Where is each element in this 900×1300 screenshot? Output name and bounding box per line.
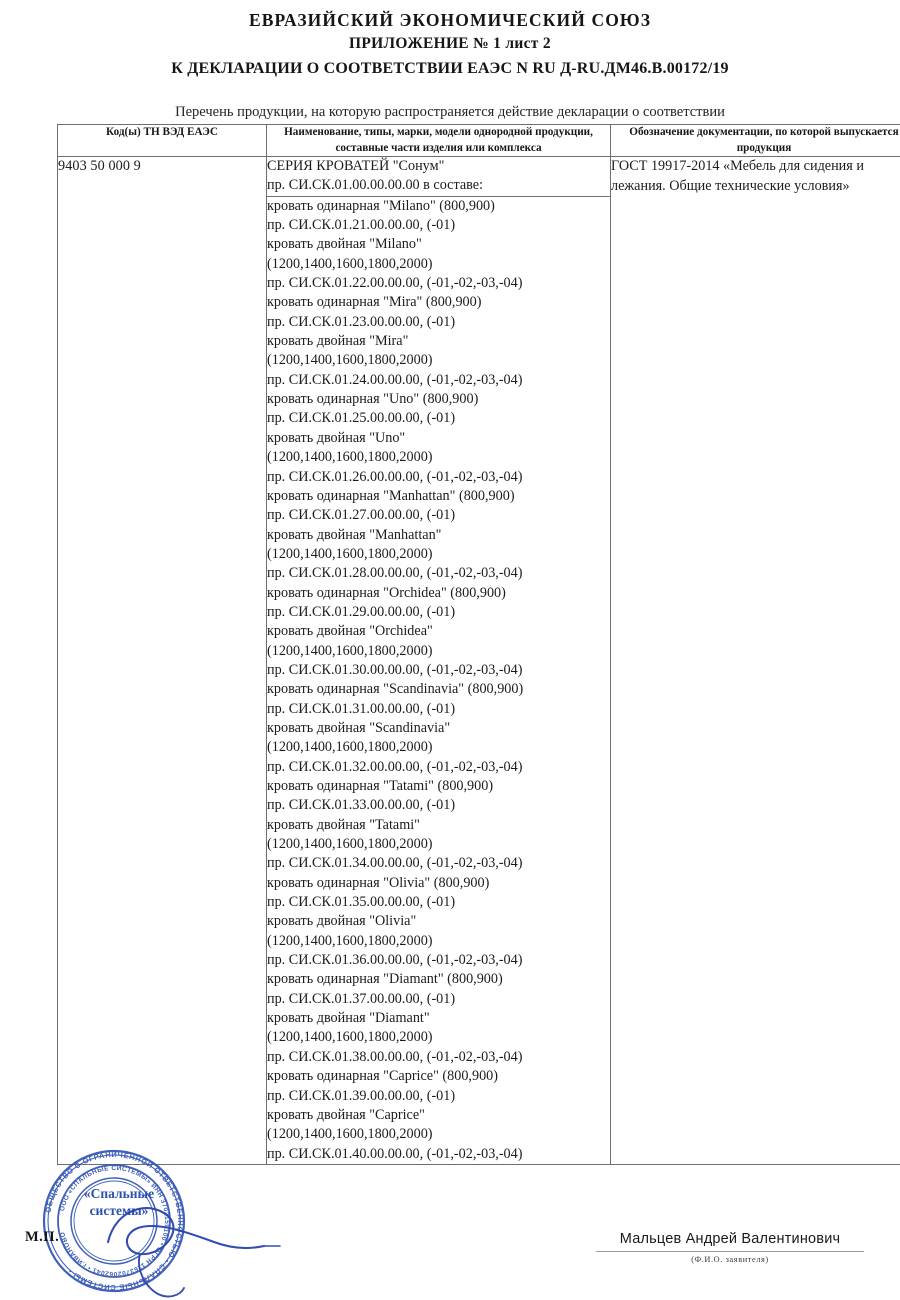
product-item-line: пр. СИ.СК.01.33.00.00.00, (-01) (267, 797, 456, 814)
product-item-line: кровать одинарная "Scandinavia" (800,900… (267, 681, 524, 698)
product-item-line: пр. СИ.СК.01.40.00.00.00, (-01,-02,-03,-… (267, 1145, 523, 1162)
product-item-line: (1200,1400,1600,1800,2000) (267, 642, 433, 659)
column-header-docref: Обозначение документации, по которой вып… (610, 124, 900, 157)
product-item-line: кровать двойная "Scandinavia" (267, 719, 451, 736)
product-item-line: (1200,1400,1600,1800,2000) (267, 255, 433, 272)
mp-seal-mark: М.П. (25, 1229, 60, 1245)
applicant-signature-block: Мальцев Андрей Валентинович (Ф.И.О. заяв… (596, 1231, 864, 1264)
product-item-line: (1200,1400,1600,1800,2000) (267, 352, 433, 369)
table-row-series-items: кровать одинарная "Milano" (800,900) пр. … (58, 195, 900, 1165)
product-table: Код(ы) ТН ВЭД ЕАЭС Наименование, типы, м… (57, 124, 900, 1165)
product-item-line: (1200,1400,1600,1800,2000) (267, 932, 433, 949)
product-item-line: кровать одинарная "Uno" (800,900) (267, 391, 479, 408)
product-item-line: (1200,1400,1600,1800,2000) (267, 449, 433, 466)
product-item-line: пр. СИ.СК.01.24.00.00.00, (-01,-02,-03,-… (267, 371, 523, 388)
product-item-line: кровать двойная "Tatami" (267, 816, 420, 833)
applicant-name: Мальцев Андрей Валентинович (619, 1231, 841, 1247)
product-item-line: пр. СИ.СК.01.25.00.00.00, (-01) (267, 410, 456, 427)
stamp-center-line-1: «Спальные (83, 1186, 155, 1201)
product-item-line: кровать двойная "Olivia" (267, 913, 417, 930)
stamp-center-line-2: системы» (89, 1203, 149, 1218)
product-item-line: кровать двойная "Caprice" (267, 1106, 425, 1123)
product-item-line: кровать одинарная "Tatami" (800,900) (267, 778, 494, 794)
product-item-line: кровать двойная "Uno" (267, 429, 406, 446)
product-item-line: кровать двойная "Diamant" (267, 1010, 430, 1027)
product-item-line: пр. СИ.СК.01.36.00.00.00, (-01,-02,-03,-… (267, 952, 523, 969)
product-item-line: (1200,1400,1600,1800,2000) (267, 1126, 433, 1143)
cell-doc-reference: ГОСТ 19917-2014 «Мебель для сидения и ле… (610, 156, 900, 1165)
svg-text:ООО «СПАЛЬНЫЕ СИСТЕМЫ» ИНН 370: ООО «СПАЛЬНЫЕ СИСТЕМЫ» ИНН 3702159100 • … (59, 1165, 170, 1277)
header-line-union: ЕВРАЗИЙСКИЙ ЭКОНОМИЧЕСКИЙ СОЮЗ (248, 10, 652, 30)
cell-series-heading: СЕРИЯ КРОВАТЕЙ "Сонум" пр. СИ.СК.01.00.0… (266, 156, 611, 197)
product-item-line: кровать одинарная "Milano" (800,900) (267, 197, 495, 214)
cell-tnved-code: 9403 50 000 9 (57, 156, 267, 1165)
column-header-name: Наименование, типы, марки, модели одноро… (266, 124, 611, 157)
document-header: ЕВРАЗИЙСКИЙ ЭКОНОМИЧЕСКИЙ СОЮЗ ПРИЛОЖЕНИ… (0, 8, 900, 82)
header-line-declaration-number: К ДЕКЛАРАЦИИ О СООТВЕТСТВИИ ЕАЭС N RU Д-… (171, 60, 729, 77)
product-item-line: пр. СИ.СК.01.34.00.00.00, (-01,-02,-03,-… (267, 855, 523, 872)
product-item-line: пр. СИ.СК.01.27.00.00.00, (-01) (267, 507, 456, 524)
product-item-line: пр. СИ.СК.01.39.00.00.00, (-01) (267, 1087, 456, 1104)
product-item-line: кровать одинарная "Mira" (800,900) (267, 294, 482, 311)
product-item-line: пр. СИ.СК.01.37.00.00.00, (-01) (267, 990, 456, 1007)
product-item-line: пр. СИ.СК.01.23.00.00.00, (-01) (267, 313, 456, 330)
product-item-line: (1200,1400,1600,1800,2000) (267, 1029, 433, 1046)
product-item-line: кровать одинарная "Diamant" (800,900) (267, 971, 503, 988)
product-item-line: кровать одинарная "Orchidea" (800,900) (267, 584, 506, 601)
table-caption: Перечень продукции, на которую распростр… (175, 104, 725, 120)
stamp-center-label: «Спальные системы» (55, 1185, 183, 1219)
svg-text:ОБЩЕСТВО С ОГРАНИЧЕННОЙ ОТВЕТС: ОБЩЕСТВО С ОГРАНИЧЕННОЙ ОТВЕТСТВЕННОСТЬЮ… (44, 1150, 186, 1292)
product-item-line: кровать двойная "Mira" (267, 333, 409, 350)
column-header-code: Код(ы) ТН ВЭД ЕАЭС (57, 124, 267, 157)
product-item-line: кровать двойная "Orchidea" (267, 623, 433, 640)
product-item-line: пр. СИ.СК.01.30.00.00.00, (-01,-02,-03,-… (267, 661, 523, 678)
table-header-row: Код(ы) ТН ВЭД ЕАЭС Наименование, типы, м… (57, 124, 900, 157)
handwritten-signature (106, 1207, 281, 1298)
product-item-line: пр. СИ.СК.01.21.00.00.00, (-01) (267, 217, 456, 234)
product-item-line: пр. СИ.СК.01.35.00.00.00, (-01) (267, 894, 456, 911)
applicant-rule (596, 1251, 864, 1252)
cell-product-items: кровать одинарная "Milano" (800,900) пр. … (266, 195, 611, 1165)
product-item-line: кровать одинарная "Caprice" (800,900) (267, 1068, 498, 1085)
product-item-line: пр. СИ.СК.01.31.00.00.00, (-01) (267, 700, 456, 717)
series-subtitle: пр. СИ.СК.01.00.00.00.00 в составе: (267, 177, 483, 194)
product-item-line: пр. СИ.СК.01.29.00.00.00, (-01) (267, 603, 456, 620)
product-item-line: (1200,1400,1600,1800,2000) (267, 836, 433, 853)
product-item-line: кровать двойная "Manhattan" (267, 526, 442, 543)
product-item-line: кровать одинарная "Olivia" (800,900) (267, 874, 490, 891)
product-item-line: пр. СИ.СК.01.22.00.00.00, (-01,-02,-03,-… (267, 275, 523, 292)
product-item-line: пр. СИ.СК.01.38.00.00.00, (-01,-02,-03,-… (267, 1048, 523, 1065)
product-item-line: (1200,1400,1600,1800,2000) (267, 739, 433, 756)
product-item-line: пр. СИ.СК.01.26.00.00.00, (-01,-02,-03,-… (267, 468, 523, 485)
table-row-series-head: 9403 50 000 9 СЕРИЯ КРОВАТЕЙ "Сонум" пр.… (57, 156, 900, 1165)
header-line-appendix: ПРИЛОЖЕНИЕ № 1 лист 2 (349, 35, 551, 52)
product-item-line: кровать одинарная "Manhattan" (800,900) (267, 487, 515, 504)
product-item-line: пр. СИ.СК.01.28.00.00.00, (-01,-02,-03,-… (267, 565, 523, 582)
product-item-line: кровать двойная "Milano" (267, 236, 422, 253)
series-title: СЕРИЯ КРОВАТЕЙ "Сонум" (267, 158, 445, 174)
company-round-stamp: ОБЩЕСТВО С ОГРАНИЧЕННОЙ ОТВЕТСТВЕННОСТЬЮ… (42, 1149, 186, 1293)
product-item-line: (1200,1400,1600,1800,2000) (267, 545, 433, 562)
applicant-caption: (Ф.И.О. заявителя) (691, 1255, 769, 1264)
product-item-line: пр. СИ.СК.01.32.00.00.00, (-01,-02,-03,-… (267, 758, 523, 775)
